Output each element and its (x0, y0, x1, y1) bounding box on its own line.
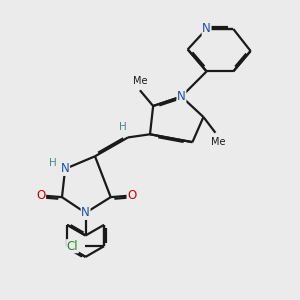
Text: N: N (177, 90, 186, 103)
Text: O: O (127, 189, 136, 202)
Text: H: H (119, 122, 127, 132)
Text: Me: Me (133, 76, 147, 86)
Text: H: H (49, 158, 57, 168)
Text: Me: Me (211, 136, 225, 146)
Text: O: O (36, 189, 46, 202)
Text: N: N (202, 22, 211, 35)
Text: N: N (61, 162, 70, 176)
Text: N: N (81, 206, 90, 219)
Text: Cl: Cl (67, 240, 78, 253)
